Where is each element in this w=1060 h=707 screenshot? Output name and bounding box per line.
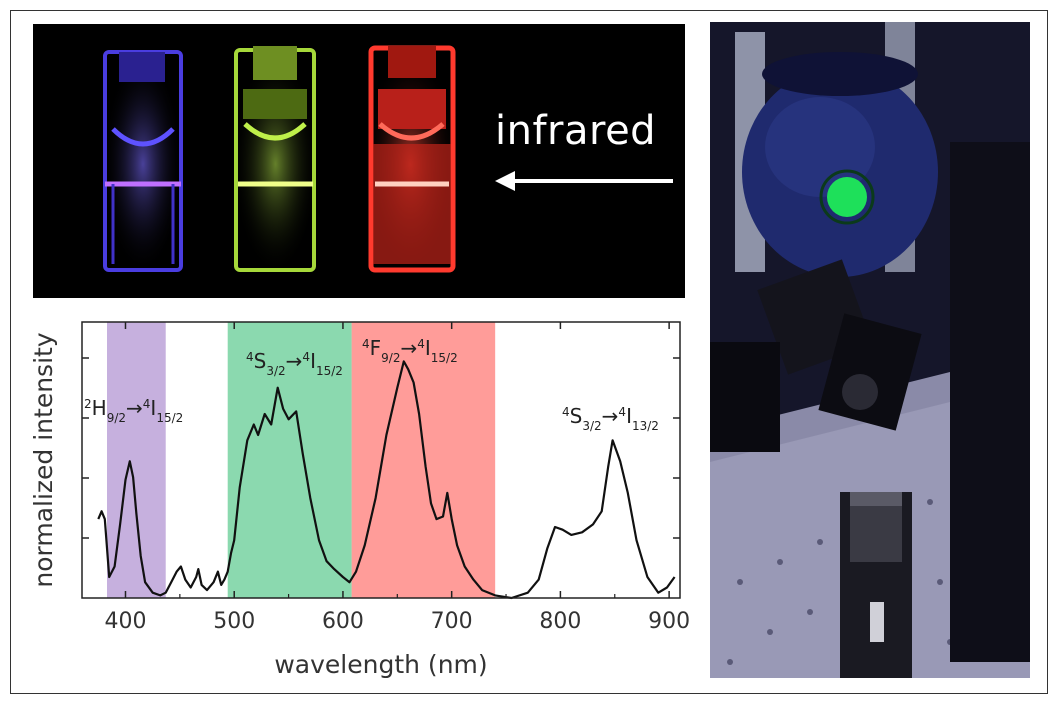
cuvette-blue [103,50,183,274]
x-tick-label-400: 400 [104,609,146,634]
transition-label-4S3-13: 4S3/2→4I13/2 [562,404,659,433]
band-2 [351,322,496,598]
ticks-layer: 400 500 600 700 800 900 [82,322,690,634]
transition-label-4F9: 4F9/2→4I15/2 [362,336,458,365]
band-1 [227,322,352,598]
infrared-label: infrared [495,108,657,154]
x-tick-label-900: 900 [648,609,690,634]
curve-layer [97,360,676,600]
infrared-arrow [495,171,673,191]
optical-setup-photo [710,22,1030,678]
y-axis-label: normalized intensity [29,332,58,587]
transition-label-4S3-15: 4S3/2→4I15/2 [246,349,343,378]
cuvette-red [363,45,458,277]
cuvette-photo-art [103,45,673,277]
cuvette-photo [33,24,685,298]
figure-frame [10,10,1048,694]
transition-label-2H9: 2H9/2→4I15/2 [84,396,183,425]
x-tick-label-700: 700 [431,609,473,634]
optical-setup-art [710,22,1030,678]
x-axis-label: wavelength (nm) [274,650,487,679]
labels-layer: 2H9/2→4I15/2 4S3/2→4I15/2 4F9/2→4I15/2 4S3/… [84,336,659,433]
cuvette-green [233,46,318,274]
x-tick-label-600: 600 [322,609,364,634]
x-tick-label-500: 500 [213,609,255,634]
x-tick-label-800: 800 [539,609,581,634]
plot-frame [81,321,681,599]
bands-layer [107,322,496,598]
spectrum-line-0 [97,360,676,600]
